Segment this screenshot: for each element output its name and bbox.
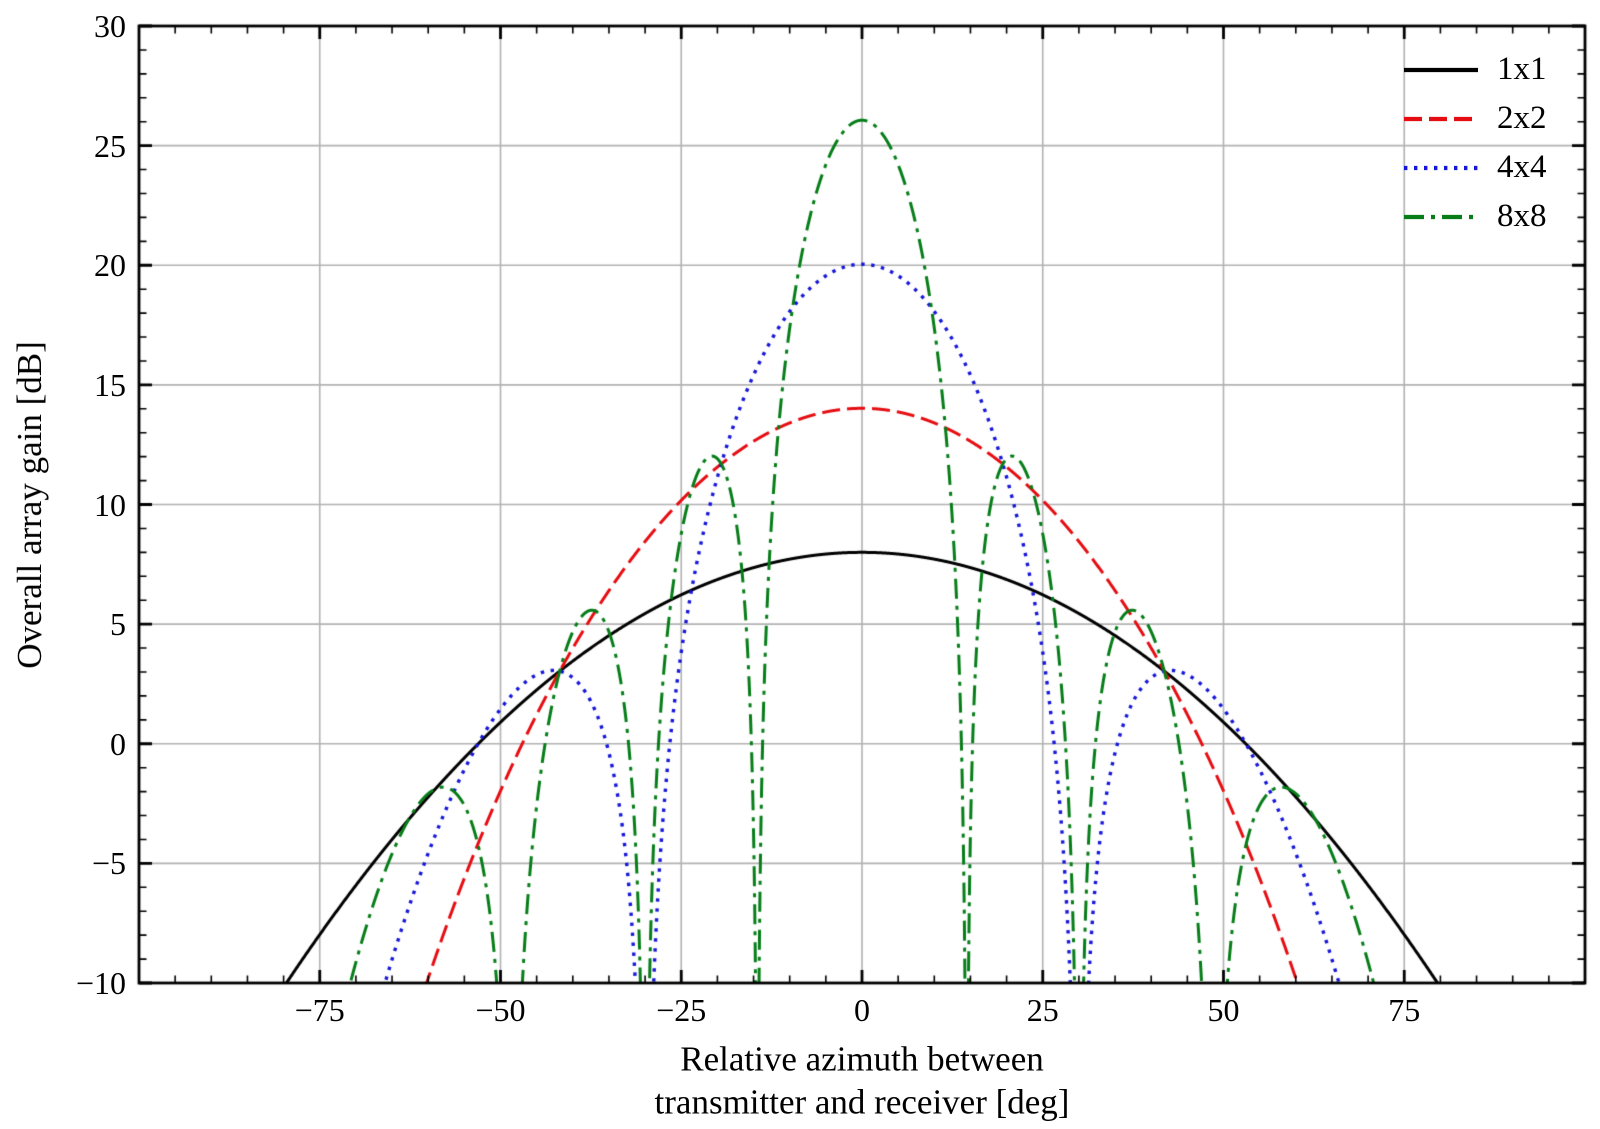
legend-label: 2x2 — [1497, 100, 1547, 136]
x-tick-label: −25 — [656, 992, 707, 1028]
y-tick-label: 15 — [94, 366, 126, 403]
x-tick-label: 50 — [1207, 992, 1240, 1028]
legend-entry: 4x4 — [1404, 143, 1547, 192]
y-tick-label: −10 — [75, 965, 126, 1001]
y-tick-label: 0 — [110, 725, 126, 762]
legend-label: 8x8 — [1497, 198, 1547, 234]
legend-label: 1x1 — [1497, 51, 1547, 87]
x-tick-label: −50 — [475, 992, 526, 1028]
legend-entry: 1x1 — [1404, 45, 1547, 94]
legend-line-sample-dotted — [1404, 165, 1478, 170]
legend-line-sample-solid — [1404, 67, 1478, 72]
legend-label: 4x4 — [1497, 149, 1547, 185]
x-tick-label: −75 — [294, 992, 345, 1028]
legend: 1x1 2x2 4x4 8x8 — [1404, 45, 1547, 241]
y-tick-label: −5 — [91, 845, 126, 882]
legend-entry: 2x2 — [1404, 94, 1547, 143]
x-tick-label: 75 — [1388, 992, 1421, 1028]
y-tick-label: 25 — [94, 127, 126, 164]
y-tick-label: 30 — [94, 8, 126, 44]
x-axis-label: Relative azimuth between transmitter and… — [654, 1039, 1070, 1121]
legend-line-sample-dashdot — [1404, 214, 1478, 219]
legend-line-sample-dashed — [1404, 116, 1478, 121]
y-tick-label: 10 — [94, 486, 126, 523]
y-tick-label: 5 — [110, 606, 126, 643]
x-tick-label: 25 — [1026, 992, 1059, 1028]
y-tick-label: 20 — [94, 247, 126, 284]
x-tick-label: 0 — [854, 992, 870, 1028]
legend-entry: 8x8 — [1404, 192, 1547, 241]
